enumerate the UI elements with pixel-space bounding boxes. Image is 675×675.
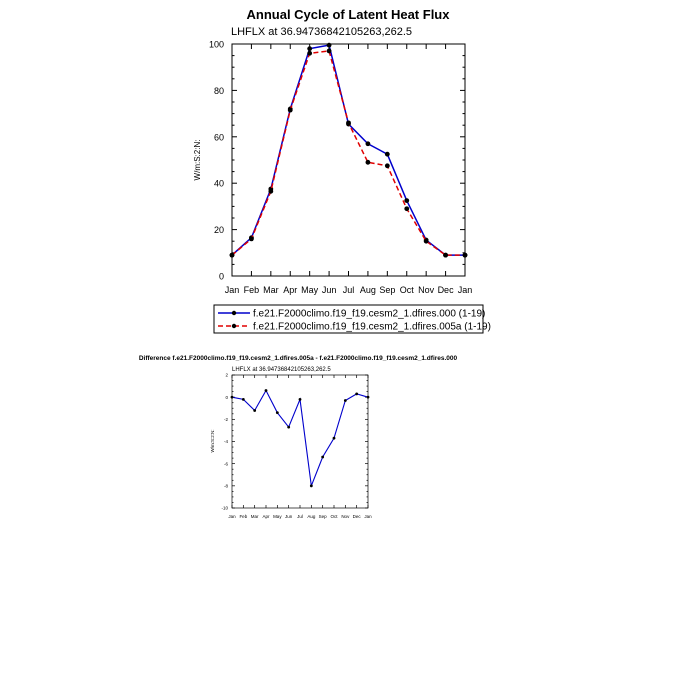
y-tick-label: -6 [224,461,228,466]
series-1-point [404,198,410,204]
x-tick-label: Oct [330,514,338,519]
x-tick-label: Apr [283,285,297,295]
series-line-1 [231,389,369,487]
series-2-point [326,48,332,54]
x-tick-label: Dec [353,514,362,519]
series-1-point [307,46,313,52]
series-2-point [249,236,254,242]
x-tick-label: Jul [297,514,303,519]
legend-box [213,304,484,334]
y-tick-label: 2 [225,373,228,378]
series-line-1 [231,44,465,256]
difference-chart-subtitle: LHFLX at 36.94736842105263,262.5 [232,367,331,373]
y-tick-label: -8 [224,483,228,488]
x-tick-label: Aug [360,285,376,295]
series-2-point [365,159,371,165]
y-tick-label: -2 [224,417,228,422]
series-2-point [307,50,313,56]
x-tick-label: Jul [343,285,355,295]
y-tick-label: 100 [209,40,224,50]
x-tick-label: Feb [244,285,260,295]
x-tick-label: Oct [400,285,415,295]
series-2-point [268,188,274,194]
x-tick-label: Jan [364,514,372,519]
y-tick-label: 20 [214,225,224,235]
main-chart-ylabel: W/m:S:2:N: [193,140,202,181]
series-1-point [355,392,359,396]
difference-chart-ylabel: W/m:S:2:N: [210,429,215,452]
series-2-point [443,252,448,258]
series-1-point [298,397,302,401]
x-tick-label: Feb [239,514,247,519]
series-1-point [384,151,390,157]
series-2-point [404,206,410,212]
series-1-point [241,397,245,401]
series-1-point [343,399,347,402]
main-legend: f.e21.F2000climo.f19_f19.cesm2_1.dfires.… [213,304,491,334]
series-2-point [229,252,235,258]
series-1-point [366,395,370,399]
y-tick-label: -10 [221,506,228,511]
y-tick-label: 80 [214,86,224,96]
difference-chart-title: Difference f.e21.F2000climo.f19_f19.cesm… [139,355,458,362]
main-chart-title: Annual Cycle of Latent Heat Flux [247,7,451,22]
legend-marker-series-1 [231,310,237,316]
x-tick-label: Aug [307,514,316,519]
y-tick-label: 0 [219,272,224,282]
difference-plot-frame [231,374,369,509]
series-1-point [321,455,325,459]
x-tick-label: Dec [438,285,455,295]
series-1-point [253,409,257,412]
x-tick-label: Jan [225,285,240,295]
main-plot-frame [231,43,466,277]
series-2-point [287,107,293,113]
series-1-point [275,411,279,415]
series-line-2 [231,50,465,256]
legend-marker-series-2 [231,323,237,329]
series-2-point [384,163,390,169]
x-tick-label: Jan [228,514,236,519]
series-2-point [346,120,351,126]
series-2-point [462,252,468,258]
x-tick-label: May [273,514,282,519]
x-tick-label: Sep [379,285,395,295]
y-tick-label: 0 [225,395,228,400]
y-tick-label: -4 [224,439,228,444]
x-tick-label: Nov [341,514,350,519]
x-tick-label: Jun [285,514,293,519]
y-tick-label: 40 [214,179,224,189]
x-tick-label: Mar [263,285,279,295]
x-tick-label: May [301,285,319,295]
series-1-point [365,141,371,147]
legend-label-series-1: f.e21.F2000climo.f19_f19.cesm2_1.dfires.… [253,309,485,320]
x-tick-label: Jun [322,285,337,295]
series-1-point [287,425,291,429]
x-tick-label: Jan [458,285,473,295]
x-tick-label: Apr [262,514,270,519]
legend-label-series-2: f.e21.F2000climo.f19_f19.cesm2_1.dfires.… [253,322,491,333]
main-chart-subtitle: LHFLX at 36.94736842105263,262.5 [231,26,412,38]
x-tick-label: Nov [418,285,435,295]
series-1-point [264,389,268,392]
x-tick-label: Sep [319,514,328,519]
series-1-point [326,42,332,48]
y-tick-label: 60 [214,132,224,142]
difference-chart: Difference f.e21.F2000climo.f19_f19.cesm… [139,355,458,519]
main-chart: Annual Cycle of Latent Heat Flux LHFLX a… [193,7,491,334]
series-2-point [423,238,429,244]
series-1-point [332,436,336,440]
series-1-point [230,395,234,399]
series-1-point [309,484,313,488]
x-tick-label: Mar [251,514,259,519]
